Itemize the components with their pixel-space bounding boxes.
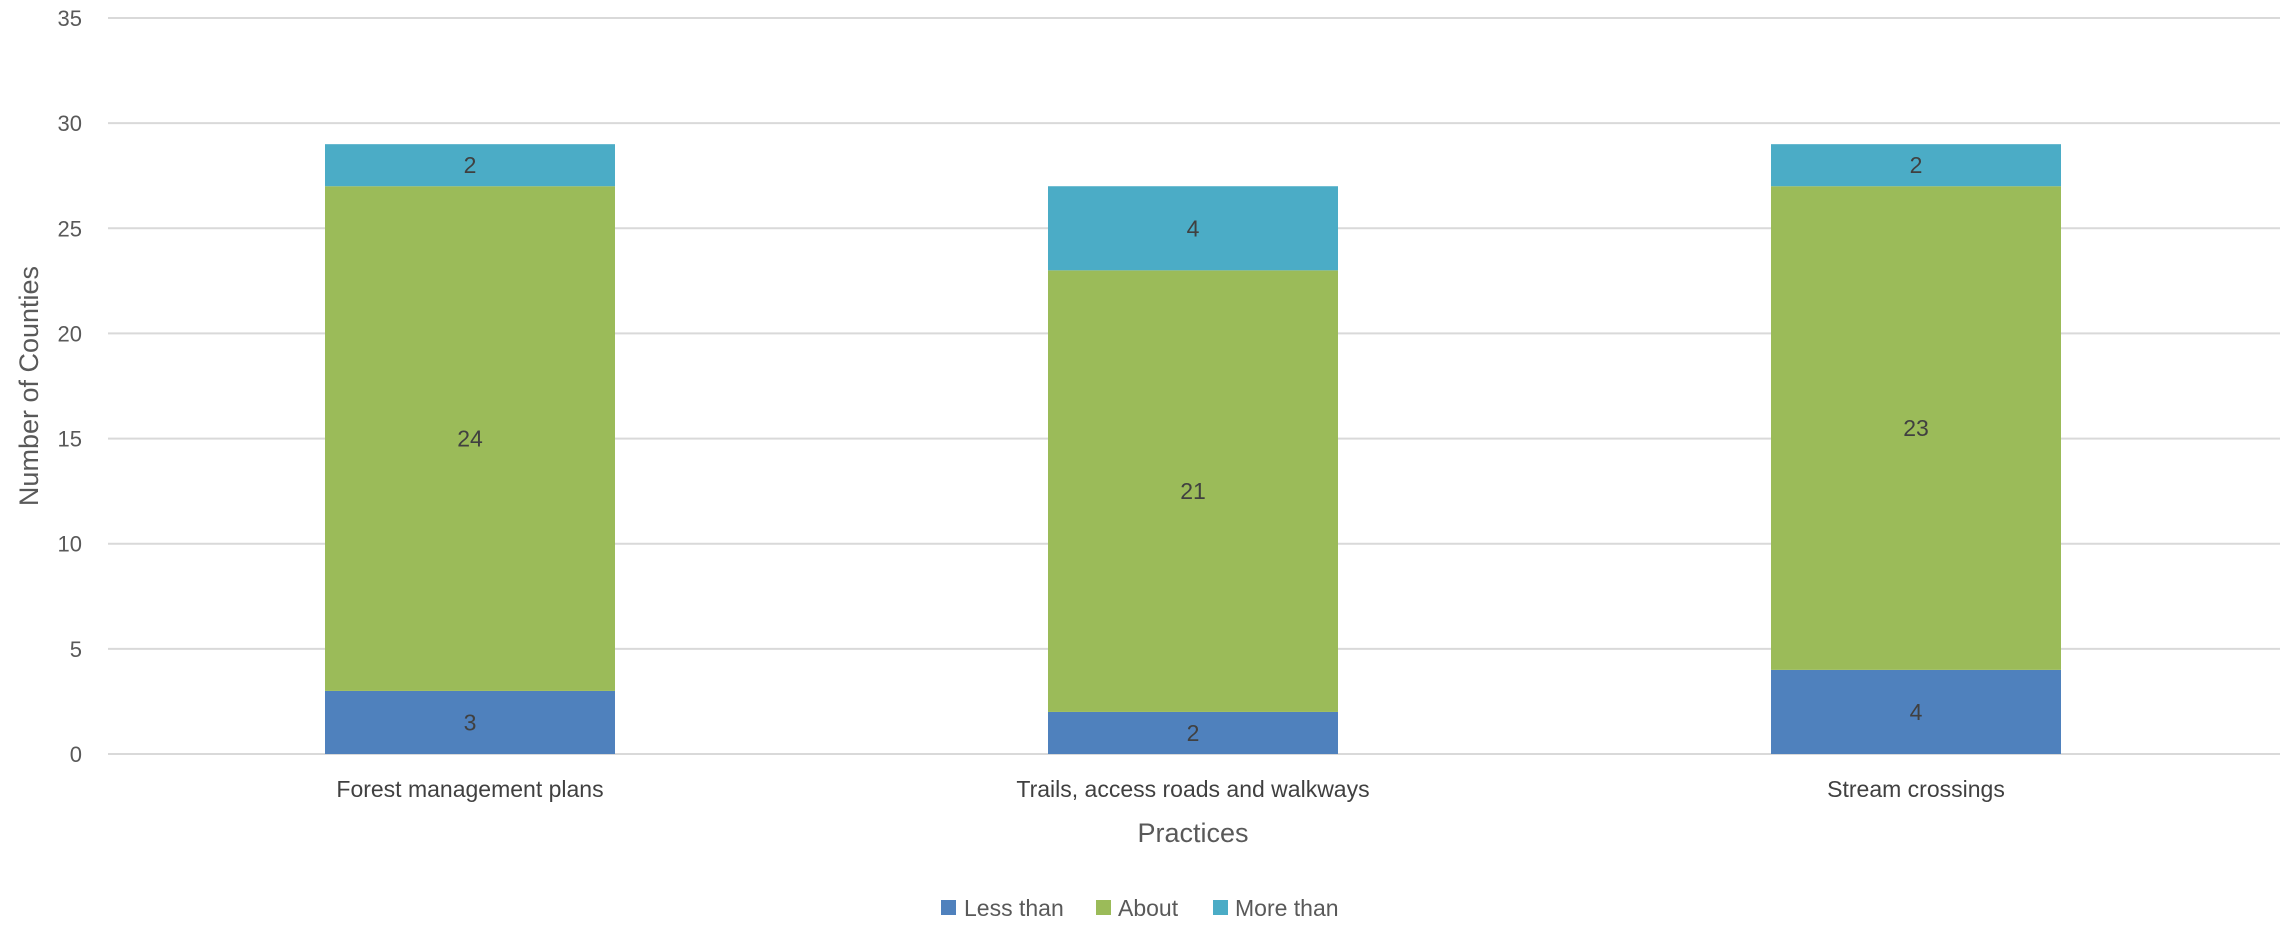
- data-label: 21: [1180, 478, 1206, 504]
- data-label: 2: [1187, 720, 1200, 746]
- data-label: 2: [464, 152, 477, 178]
- data-label: 23: [1903, 415, 1929, 441]
- bar-segment: [1771, 186, 2061, 670]
- bar-segment: [325, 186, 615, 691]
- legend: Less than About More than: [941, 895, 1339, 921]
- y-tick-label: 10: [58, 532, 82, 557]
- legend-swatch: [1213, 900, 1228, 915]
- bar-segment: [1771, 669, 2061, 754]
- bar-segment: [1048, 270, 1338, 712]
- x-axis-title: Practices: [1137, 818, 1248, 848]
- x-tick-label: Trails, access roads and walkways: [1016, 776, 1369, 802]
- y-tick-label: 0: [70, 742, 82, 767]
- data-label: 4: [1187, 215, 1200, 241]
- data-label: 24: [457, 426, 483, 452]
- bars: [325, 144, 2061, 754]
- legend-label: More than: [1235, 895, 1339, 921]
- legend-label: About: [1118, 895, 1179, 921]
- x-tick-label: Stream crossings: [1827, 776, 2005, 802]
- bar-segment: [1048, 186, 1338, 271]
- y-tick-label: 20: [58, 321, 82, 346]
- data-label: 3: [464, 709, 477, 735]
- y-tick-label: 25: [58, 216, 82, 241]
- y-tick-label: 30: [58, 111, 82, 136]
- x-tick-label: Forest management plans: [336, 776, 603, 802]
- bar-segment: [1048, 711, 1338, 754]
- y-axis-ticks: 0 5 10 15 20 25 30 35: [58, 6, 82, 767]
- y-axis-title: Number of Counties: [14, 266, 44, 506]
- y-tick-label: 15: [58, 427, 82, 452]
- y-tick-label: 5: [70, 637, 82, 662]
- y-tick-label: 35: [58, 6, 82, 31]
- data-label: 4: [1910, 699, 1923, 725]
- bar-segment: [325, 144, 615, 187]
- bar-segment: [1771, 144, 2061, 187]
- bar-segment: [325, 690, 615, 754]
- x-axis-categories: Forest management plans Trails, access ro…: [336, 776, 2004, 802]
- legend-label: Less than: [964, 895, 1064, 921]
- data-label: 2: [1910, 152, 1923, 178]
- legend-swatch: [941, 900, 956, 915]
- legend-swatch: [1096, 900, 1111, 915]
